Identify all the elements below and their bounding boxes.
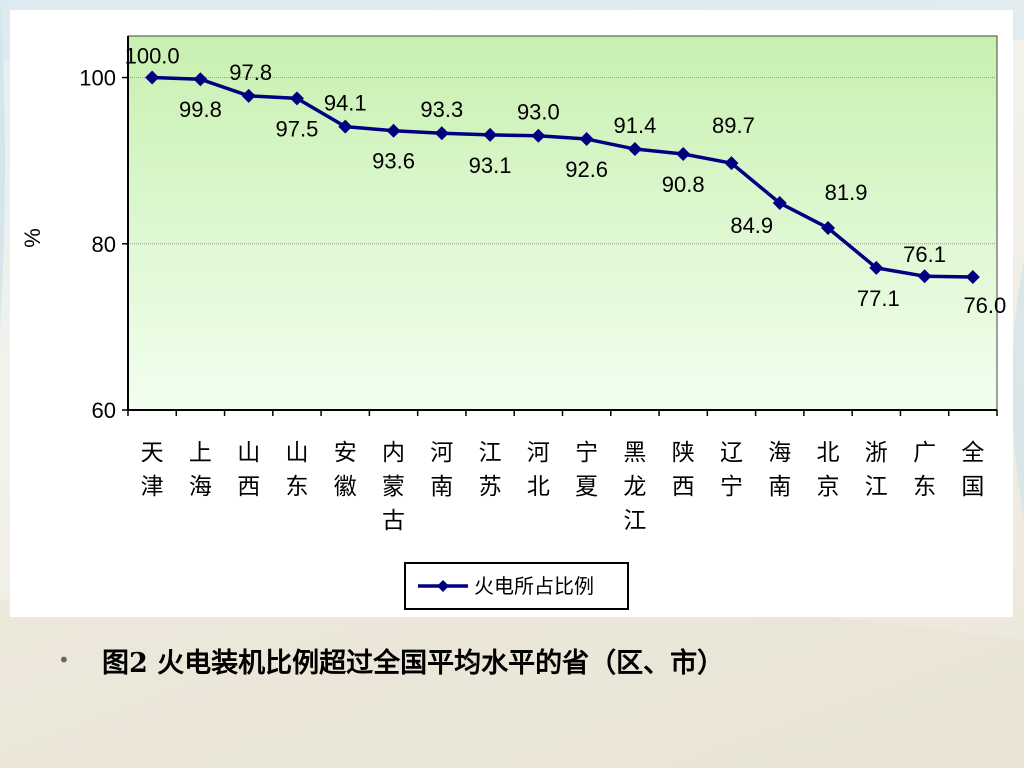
data-label: 93.6	[372, 149, 415, 174]
data-label: 93.0	[517, 100, 560, 125]
data-labels: 100.0 99.8 97.8 97.594.1 93.6 93.3 93.1 93.0 92.…	[125, 44, 1007, 318]
data-point-marker	[869, 260, 884, 275]
data-label: 93.1	[469, 153, 512, 178]
data-point-marker	[289, 91, 304, 106]
x-category-label: 山东	[285, 440, 308, 500]
x-category-label: 天津	[141, 440, 164, 500]
data-label: 84.9	[730, 213, 773, 238]
chart-panel: 60 80 100 % 100.0 99.8 97.8 97.5 94.1 93.6 93.3 9…	[10, 10, 1013, 617]
x-category-label: 上海	[189, 440, 212, 500]
data-label: 99.8	[179, 97, 222, 122]
gridlines	[128, 77, 997, 245]
series-polyline	[152, 75, 973, 279]
series-line	[152, 75, 973, 279]
data-label: 81.9	[825, 180, 868, 205]
legend: 火电所占比例	[404, 562, 629, 610]
legend-diamond-marker	[437, 580, 449, 592]
x-category-label: 陕西	[672, 440, 695, 500]
axes	[122, 36, 998, 416]
data-point-marker	[821, 220, 836, 235]
data-label: 93.3	[420, 97, 463, 122]
x-category-label: 安徽	[334, 440, 357, 500]
data-points	[145, 70, 980, 285]
data-point-marker	[434, 126, 449, 141]
data-label: 76.1	[903, 242, 946, 267]
figure-caption: 图2 火电装机比例超过全国平均水平的省（区、市）	[102, 647, 725, 679]
data-label: 76.0	[963, 293, 1006, 318]
x-category-label: 广东	[913, 440, 936, 500]
data-point-marker	[483, 127, 498, 142]
y-axis-label: %	[20, 228, 45, 248]
line-chart: 60 80 100 % 100.0 99.8 97.8 97.594.1 93.6 93.3 9…	[20, 35, 1007, 610]
data-point-marker	[724, 156, 739, 171]
x-category-label: 北京	[817, 440, 840, 500]
data-point-marker	[772, 196, 787, 211]
data-point-marker	[627, 142, 642, 157]
data-label: 92.6	[565, 157, 608, 182]
data-label: 90.8	[662, 172, 705, 197]
data-point-marker	[386, 123, 401, 138]
x-category-label: 河南	[430, 440, 453, 500]
x-category-label: 山西	[237, 440, 260, 500]
bullet-icon: •	[58, 648, 70, 672]
data-point-marker	[241, 88, 256, 103]
data-label: 89.7	[712, 113, 755, 138]
data-label: 91.4	[614, 113, 657, 138]
x-category-label: 内蒙古	[382, 440, 405, 534]
data-label: 97.8	[229, 60, 272, 85]
y-tick-label: 100	[79, 66, 116, 91]
caption-row: • 图2 火电装机比例超过全国平均水平的省（区、市）	[58, 640, 1008, 680]
x-category-label: 江苏	[479, 440, 502, 500]
y-tick-labels: 60 80 100	[79, 66, 116, 423]
x-category-label: 黑龙江	[623, 440, 646, 534]
data-point-marker	[579, 132, 594, 147]
data-label: 94.1	[324, 91, 367, 116]
data-point-marker	[193, 72, 208, 87]
data-point-marker	[338, 119, 353, 134]
legend-label: 火电所占比例	[474, 574, 594, 598]
x-category-label: 全国	[961, 440, 984, 500]
x-category-label: 浙江	[865, 440, 888, 500]
plot-area	[127, 35, 998, 411]
data-point-marker	[145, 70, 160, 85]
data-label: 100.0	[125, 44, 180, 69]
y-tick-label: 60	[92, 398, 116, 423]
data-point-marker	[917, 269, 932, 284]
data-point-marker	[531, 128, 546, 143]
data-point-marker	[965, 270, 980, 285]
data-label: 97.5	[276, 116, 319, 141]
y-tick-label: 80	[92, 232, 116, 257]
x-category-label: 辽宁	[720, 440, 743, 500]
x-category-label: 海南	[768, 440, 791, 500]
data-point-marker	[676, 147, 691, 162]
data-label: 77.1	[857, 286, 900, 311]
x-category-label: 宁夏	[575, 440, 598, 500]
x-category-label: 河北	[527, 440, 550, 500]
